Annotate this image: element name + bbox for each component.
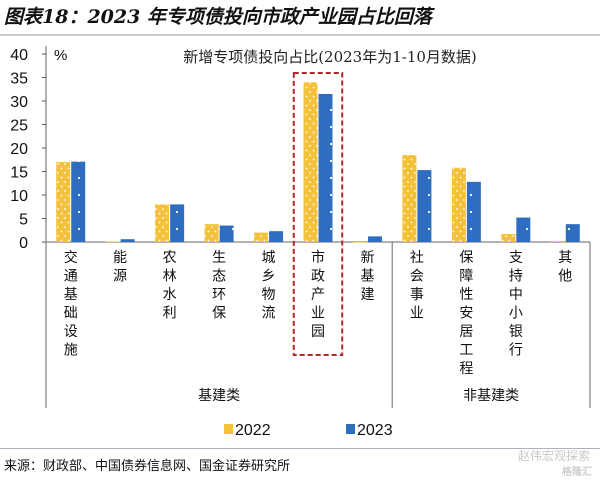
group-label: 基建类 <box>198 387 240 404</box>
x-tick-label: 农林水利 <box>163 250 177 322</box>
bar-2022-新基建 <box>352 242 367 243</box>
x-tick-label: 支持中小银行 <box>509 250 523 359</box>
y-axis-unit: % <box>54 47 67 64</box>
bar-2022-支持中小银行 <box>501 234 516 242</box>
source-note: 来源：财政部、中国债券信息网、国金证券研究所 <box>4 459 291 474</box>
bar-2023-其他 <box>565 224 580 242</box>
watermark-logo: 格隆汇 <box>562 467 592 478</box>
y-tick-label: 35 <box>10 71 28 88</box>
y-tick-label: 0 <box>19 235 28 252</box>
y-tick-label: 25 <box>10 118 28 135</box>
bar-2023-保障性安居工程 <box>466 181 481 242</box>
x-tick-label: 生态环保 <box>212 250 226 322</box>
x-tick-label: 市政产业园 <box>311 249 325 340</box>
figure-title: 图表18：2023 年专项债投向市政产业园占比回落 <box>4 6 432 28</box>
bar-2023-交通基础设施 <box>71 161 86 242</box>
bar-2022-城乡物流 <box>254 232 269 242</box>
legend-label-2023: 2023 <box>357 422 393 439</box>
y-tick-label: 30 <box>10 94 28 111</box>
x-tick-label: 城乡物流 <box>262 250 276 322</box>
legend-label-2022: 2022 <box>235 422 271 439</box>
bar-2022-其他 <box>550 241 565 242</box>
footer-divider <box>0 448 600 449</box>
y-tick-label: 20 <box>10 141 28 158</box>
bar-2023-市政产业园 <box>318 93 333 242</box>
group-label: 非基建类 <box>463 387 519 404</box>
x-tick-label: 保障性安居工程 <box>459 250 473 377</box>
y-tick-label: 10 <box>10 188 28 205</box>
bar-2023-新基建 <box>367 236 382 242</box>
legend-swatch-2023 <box>346 424 355 434</box>
bar-2022-能源 <box>105 241 120 243</box>
bar-2022-生态环保 <box>204 224 219 242</box>
y-tick-label: 5 <box>19 212 28 229</box>
x-tick-label: 其他 <box>558 250 572 285</box>
watermark: 赵伟宏观探索 <box>517 449 590 463</box>
y-tick-label: 40 <box>10 47 28 64</box>
title-divider <box>0 34 600 36</box>
bar-2022-农林水利 <box>155 204 170 242</box>
highlight-box <box>292 72 344 356</box>
x-tick-label: 能源 <box>113 250 127 285</box>
bar-2023-农林水利 <box>170 204 185 242</box>
bar-2022-市政产业园 <box>303 82 318 242</box>
bar-2023-社会事业 <box>417 170 432 242</box>
x-tick-label: 社会事业 <box>410 250 424 322</box>
bar-2023-支持中小银行 <box>516 217 531 242</box>
bar-2023-生态环保 <box>219 225 234 242</box>
x-tick-label: 交通基础设施 <box>64 249 78 359</box>
bar-2022-保障性安居工程 <box>451 167 466 242</box>
y-tick-label: 15 <box>10 165 28 182</box>
chart-title: 新增专项债投向占比(2023年为1-10月数据) <box>183 48 477 66</box>
bar-2022-交通基础设施 <box>56 162 71 242</box>
bar-2023-城乡物流 <box>269 231 284 242</box>
x-tick-label: 新基建 <box>360 250 374 303</box>
bar-2023-能源 <box>120 239 135 242</box>
bar-2022-社会事业 <box>402 155 417 242</box>
legend-swatch-2022 <box>224 424 233 434</box>
bar-chart: 0 5 10 15 20 25 30 35 40% 新增专项债投向占比(2023年为1-10月数据… <box>10 46 591 439</box>
